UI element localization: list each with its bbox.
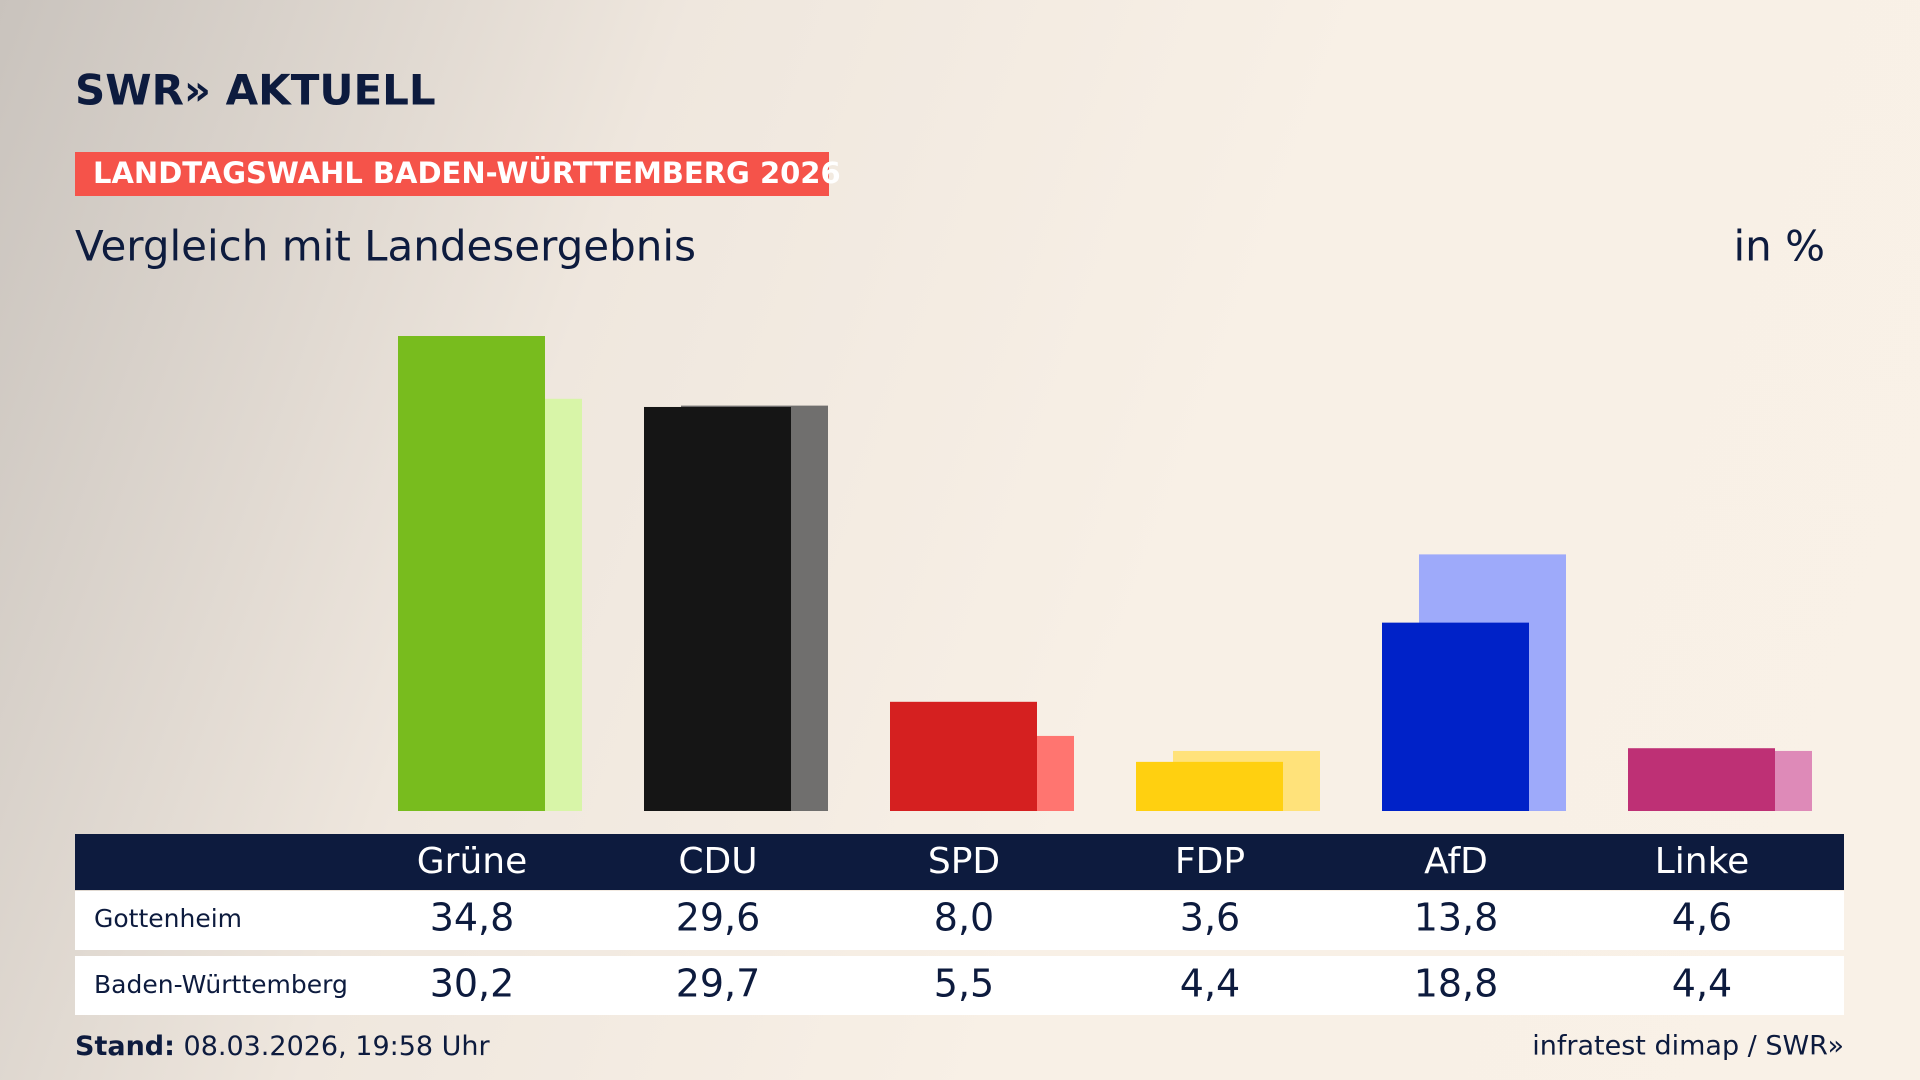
value-label: 34,8 xyxy=(430,896,515,940)
logo: SWR» AKTUELL xyxy=(75,66,436,115)
value-label: 4,6 xyxy=(1672,896,1732,940)
bar xyxy=(1382,622,1529,811)
bar xyxy=(1628,748,1775,811)
value-label: 29,6 xyxy=(676,896,761,940)
value-label: 4,4 xyxy=(1180,962,1240,1006)
table-row xyxy=(75,891,1844,950)
chart-title: Vergleich mit Landesergebnis xyxy=(75,222,696,271)
column-header: FDP xyxy=(1175,841,1245,882)
value-label: 29,7 xyxy=(676,962,761,1006)
bar xyxy=(1136,761,1283,811)
value-label: 4,4 xyxy=(1672,962,1732,1006)
table-header xyxy=(75,834,1844,890)
value-label: 3,6 xyxy=(1180,896,1240,940)
stand: Stand: 08.03.2026, 19:58 Uhr xyxy=(75,1031,491,1062)
row-label: Baden-Württemberg xyxy=(94,970,348,999)
table-row xyxy=(75,956,1844,1015)
column-header: SPD xyxy=(928,841,1000,882)
column-header: Grüne xyxy=(417,841,527,882)
source: infratest dimap / SWR» xyxy=(1532,1031,1844,1062)
tag-background xyxy=(75,152,829,196)
value-label: 30,2 xyxy=(430,962,515,1006)
value-label: 13,8 xyxy=(1414,896,1499,940)
value-label: 5,5 xyxy=(934,962,994,1006)
unit: in % xyxy=(1733,222,1825,271)
stand-label: Stand: xyxy=(75,1031,175,1062)
column-header: Linke xyxy=(1655,841,1750,882)
bar xyxy=(890,701,1037,811)
bar xyxy=(644,406,791,811)
bar xyxy=(398,336,545,811)
row-label: Gottenheim xyxy=(94,904,242,933)
value-label: 8,0 xyxy=(934,896,994,940)
stand-date: 08.03.2026, 19:58 Uhr xyxy=(184,1031,491,1062)
column-header: CDU xyxy=(678,841,757,882)
column-header: AfD xyxy=(1424,841,1488,882)
tag: LANDTAGSWAHL BADEN-WÜRTTEMBERG 2026 xyxy=(93,156,841,190)
value-label: 18,8 xyxy=(1414,962,1499,1006)
